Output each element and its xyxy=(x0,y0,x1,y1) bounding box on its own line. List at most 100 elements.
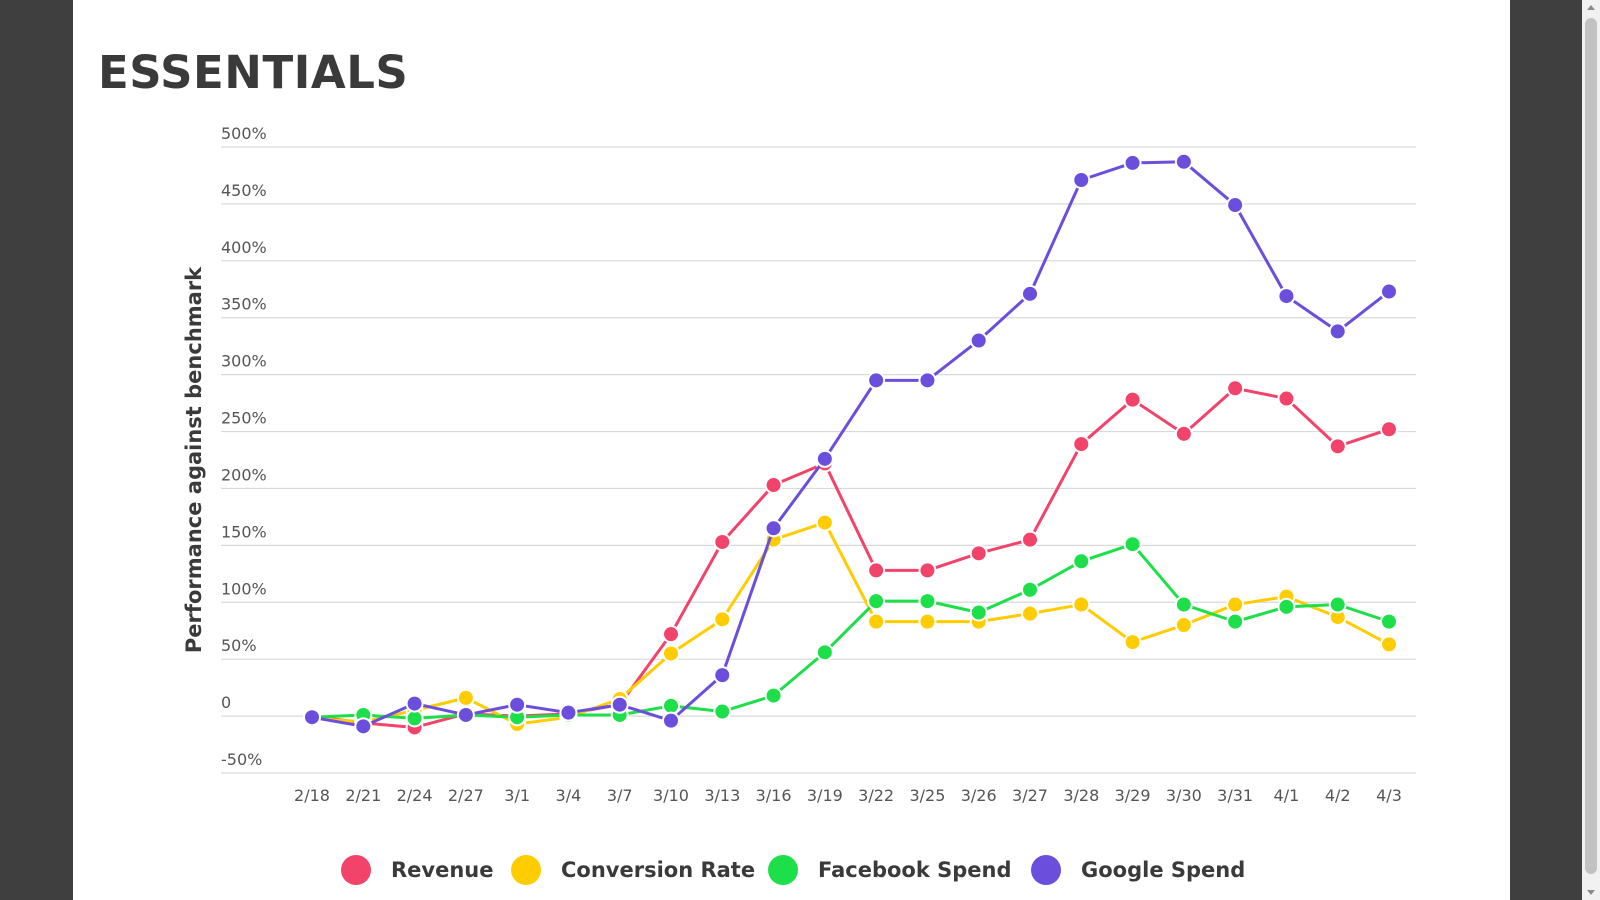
chart-panel xyxy=(73,0,1510,900)
data-point-facebook-spend xyxy=(815,643,834,662)
x-tick-label: 3/4 xyxy=(556,786,582,805)
data-point-revenue xyxy=(662,625,680,644)
x-tick-label: 3/1 xyxy=(504,786,530,805)
data-point-conversion-rate xyxy=(1072,595,1091,614)
data-point-conversion-rate xyxy=(867,612,886,631)
data-point-revenue xyxy=(1072,435,1091,454)
data-point-google-spend xyxy=(508,695,527,714)
data-point-google-spend xyxy=(559,703,578,722)
data-point-google-spend xyxy=(1123,153,1142,172)
data-point-facebook-spend xyxy=(1123,535,1142,554)
data-point-conversion-rate xyxy=(918,612,937,631)
x-tick-label: 3/19 xyxy=(807,786,843,805)
y-tick-label: 0 xyxy=(221,693,231,712)
scrollbar-thumb[interactable] xyxy=(1585,18,1597,874)
page-title: ESSENTIALS xyxy=(98,46,409,99)
data-point-conversion-rate xyxy=(815,513,834,532)
grid-lines xyxy=(221,146,1416,774)
scroll-up-arrow-icon[interactable] xyxy=(1587,5,1595,10)
data-point-facebook-spend xyxy=(1226,612,1245,631)
data-point-conversion-rate xyxy=(1021,604,1039,623)
series-line-facebook-spend xyxy=(311,542,1390,720)
x-tick-label: 2/18 xyxy=(294,786,330,805)
series-revenue xyxy=(303,379,1398,737)
data-point-conversion-rate xyxy=(1226,595,1245,614)
x-tick-label: 3/31 xyxy=(1217,786,1253,805)
data-point-google-spend xyxy=(456,705,475,724)
data-point-google-spend xyxy=(713,666,732,685)
data-point-google-spend xyxy=(1328,322,1347,341)
scroll-down-arrow-icon[interactable] xyxy=(1587,890,1595,895)
x-tick-label: 3/26 xyxy=(961,786,997,805)
series-line-google-spend xyxy=(311,160,1390,728)
x-tick-label: 3/30 xyxy=(1166,786,1202,805)
x-tick-label: 3/29 xyxy=(1115,786,1151,805)
data-point-facebook-spend xyxy=(662,696,680,715)
data-point-facebook-spend xyxy=(918,592,937,611)
x-tick-label: 4/2 xyxy=(1325,786,1351,805)
data-point-google-spend xyxy=(662,711,680,730)
data-point-facebook-spend xyxy=(1021,580,1039,599)
data-point-google-spend xyxy=(815,449,834,468)
x-tick-label: 2/24 xyxy=(397,786,433,805)
data-point-revenue xyxy=(1277,389,1296,408)
data-point-google-spend xyxy=(1226,196,1245,215)
legend-swatch-conversion-rate xyxy=(511,855,541,885)
series-line-revenue xyxy=(311,386,1390,729)
y-tick-label: 450% xyxy=(221,181,267,200)
data-point-google-spend xyxy=(1380,282,1398,301)
y-tick-label: 200% xyxy=(221,465,267,484)
x-tick-label: 2/27 xyxy=(448,786,484,805)
y-tick-label: 50% xyxy=(221,636,257,655)
y-tick-label: 300% xyxy=(221,352,267,371)
data-point-facebook-spend xyxy=(713,702,732,721)
data-point-conversion-rate xyxy=(662,644,680,663)
x-tick-label: 3/10 xyxy=(653,786,689,805)
data-point-facebook-spend xyxy=(764,686,783,705)
data-point-revenue xyxy=(918,561,937,580)
legend-swatch-google-spend xyxy=(1031,855,1061,885)
legend-label-google-spend: Google Spend xyxy=(1081,858,1245,882)
data-point-google-spend xyxy=(610,695,629,714)
x-tick-label: 3/7 xyxy=(607,786,633,805)
legend: Revenue Conversion Rate Facebook Spend Goog… xyxy=(341,855,1245,885)
data-point-revenue xyxy=(764,476,783,495)
x-tick-label: 2/21 xyxy=(345,786,381,805)
data-point-facebook-spend xyxy=(969,603,988,622)
data-point-google-spend xyxy=(405,694,424,713)
data-point-revenue xyxy=(1174,424,1193,443)
y-tick-label: -50% xyxy=(221,750,262,769)
y-tick-label: 500% xyxy=(221,124,267,143)
data-point-facebook-spend xyxy=(405,709,424,728)
y-tick-label: 400% xyxy=(221,238,267,257)
data-point-revenue xyxy=(713,532,732,551)
data-point-revenue xyxy=(969,544,988,563)
series-google-spend xyxy=(303,152,1398,736)
data-point-google-spend xyxy=(969,331,988,350)
x-tick-label: 3/22 xyxy=(858,786,894,805)
vertical-scrollbar[interactable] xyxy=(1582,0,1600,900)
data-point-conversion-rate xyxy=(456,688,475,707)
data-point-facebook-spend xyxy=(867,592,886,611)
data-point-google-spend xyxy=(1072,171,1091,190)
legend-label-revenue: Revenue xyxy=(391,858,494,882)
legend-swatch-facebook-spend xyxy=(768,855,798,885)
y-tick-label: 150% xyxy=(221,522,267,541)
data-point-revenue xyxy=(1380,420,1398,439)
x-tick-label: 4/1 xyxy=(1274,786,1300,805)
data-point-google-spend xyxy=(867,371,886,390)
legend-label-facebook-spend: Facebook Spend xyxy=(818,858,1012,882)
data-point-facebook-spend xyxy=(1072,552,1091,571)
x-tick-label: 3/16 xyxy=(756,786,792,805)
data-point-revenue xyxy=(1021,530,1039,549)
data-point-conversion-rate xyxy=(1174,616,1193,635)
data-point-google-spend xyxy=(303,708,321,727)
x-tick-label: 3/28 xyxy=(1063,786,1099,805)
x-axis-ticks: 2/18 2/21 2/24 2/27 3/1 3/4 3/7 3/10 3/13 3/16 3/1… xyxy=(294,786,1402,805)
data-point-revenue xyxy=(867,561,886,580)
y-tick-label: 250% xyxy=(221,409,267,428)
data-point-facebook-spend xyxy=(1174,595,1193,614)
data-point-google-spend xyxy=(354,717,373,736)
legend-swatch-revenue xyxy=(341,855,371,885)
series-group xyxy=(303,152,1398,737)
